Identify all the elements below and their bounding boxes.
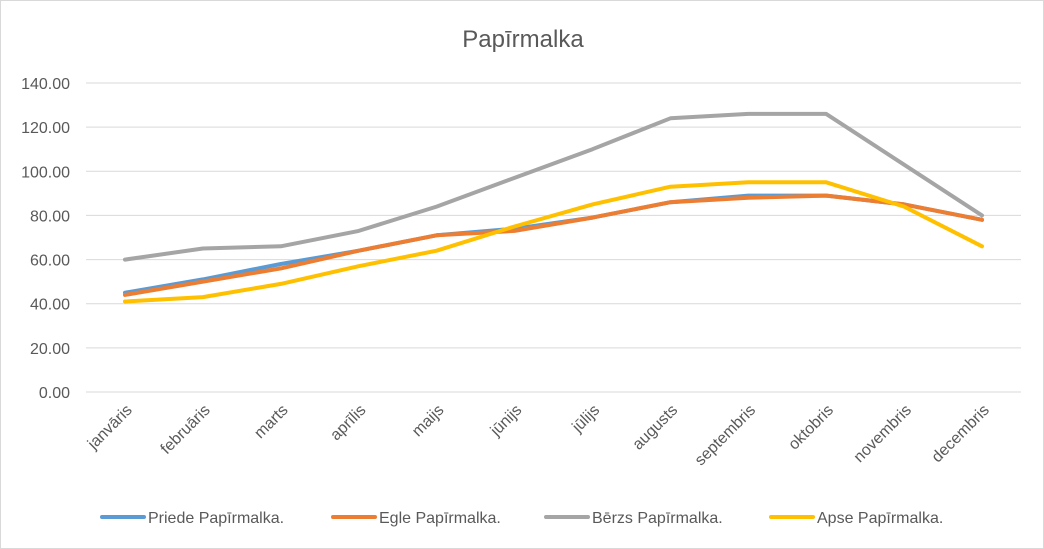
x-tick-label: novembris — [851, 402, 915, 466]
x-tick-label: jūlijs — [569, 402, 604, 437]
y-tick-label: 140.00 — [21, 76, 70, 93]
y-tick-label: 40.00 — [30, 297, 70, 314]
x-tick-label: oktobris — [785, 402, 837, 454]
y-axis-ticks: 0.00 20.00 40.00 60.00 80.00 100.00 120.00 140.… — [21, 76, 70, 402]
chart-title: Papīrmalka — [462, 26, 584, 53]
x-tick-label: marts — [251, 402, 291, 442]
x-tick-label: jūnijs — [487, 402, 526, 441]
x-axis-ticks: janvāris februāris marts aprīlis maijs jūnijs… — [84, 402, 993, 469]
x-tick-label: decembris — [929, 402, 993, 466]
x-tick-label: augusts — [630, 402, 682, 454]
series-lines — [123, 111, 984, 304]
legend-label: Priede Papīrmalka. — [148, 510, 284, 527]
legend-label: Bērzs Papīrmalka. — [592, 510, 723, 527]
x-tick-label: februāris — [158, 402, 214, 458]
x-tick-label: maijs — [409, 402, 447, 440]
x-tick-label: septembris — [692, 402, 759, 469]
y-tick-label: 0.00 — [39, 385, 70, 402]
series-line-2 — [123, 193, 984, 297]
y-tick-label: 100.00 — [21, 164, 70, 181]
legend: Priede Papīrmalka. Egle Papīrmalka. Bērzs … — [100, 510, 943, 527]
series-line-1 — [123, 193, 984, 295]
y-tick-label: 80.00 — [30, 208, 70, 225]
series-line-3 — [123, 111, 984, 262]
legend-label: Apse Papīrmalka. — [817, 510, 943, 527]
y-tick-label: 120.00 — [21, 120, 70, 137]
x-tick-label: aprīlis — [327, 402, 369, 444]
x-tick-label: janvāris — [84, 402, 136, 454]
legend-label: Egle Papīrmalka. — [379, 510, 501, 527]
y-tick-label: 20.00 — [30, 341, 70, 358]
y-tick-label: 60.00 — [30, 253, 70, 270]
series-line-4 — [123, 180, 984, 304]
gridlines — [86, 82, 1021, 393]
